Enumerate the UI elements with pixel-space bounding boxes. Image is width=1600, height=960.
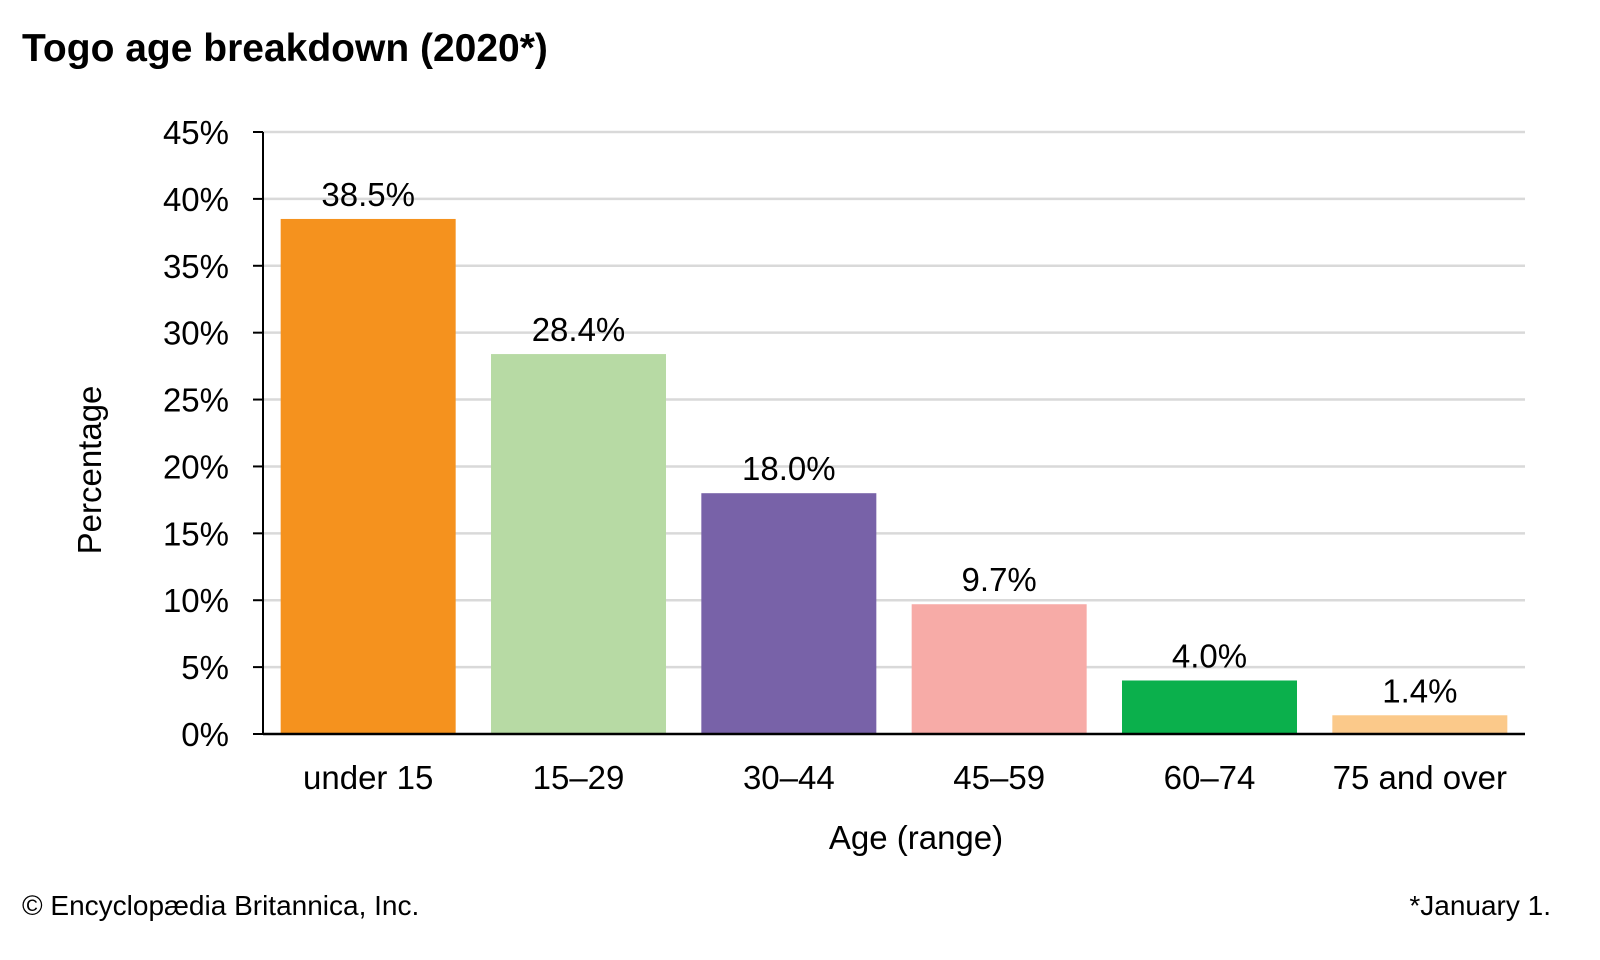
bar-5 [1122,680,1297,734]
y-tick-label: 15% [163,515,229,552]
chart-title: Togo age breakdown (2020*) [22,27,548,70]
y-tick-label: 20% [163,448,229,485]
x-tick-label: 45–59 [953,759,1045,796]
x-tick-label: 15–29 [533,759,625,796]
data-label: 9.7% [962,561,1037,598]
x-tick-label: under 15 [303,759,433,796]
y-tick-label: 30% [163,315,229,352]
bar-1 [280,218,456,734]
y-tick-label: 25% [163,382,229,419]
gridlines [263,130,1525,669]
data-label: 4.0% [1172,637,1247,674]
x-tick-label: 30–44 [743,759,835,796]
y-tick-label: 35% [163,248,229,285]
data-label: 28.4% [532,311,626,348]
data-label: 1.4% [1382,672,1457,709]
data-label: 18.0% [742,450,836,487]
copyright-text: © Encyclopædia Britannica, Inc. [22,890,419,921]
y-tick-label: 0% [181,716,229,753]
bar-6 [1332,715,1508,734]
y-tick-label: 10% [163,582,229,619]
data-label: 38.5% [321,176,415,213]
axes [253,131,1525,736]
x-tick-label: 75 and over [1333,759,1507,796]
x-tick-label: 60–74 [1164,759,1256,796]
y-tick-label: 40% [163,181,229,218]
y-axis-label: Percentage [71,386,108,555]
footnote-text: *January 1. [1409,890,1551,921]
labels: 0% 5% 10% 15% 20% 25% 30% 35% 40% 45% 38.5% under 1… [163,114,1507,796]
y-tick-label: 45% [163,114,229,151]
bar-3 [701,493,877,734]
bars [280,218,1508,734]
bar-2 [491,354,666,734]
bar-4 [911,604,1087,734]
y-tick-label: 5% [181,649,229,686]
x-axis-label: Age (range) [829,819,1003,856]
